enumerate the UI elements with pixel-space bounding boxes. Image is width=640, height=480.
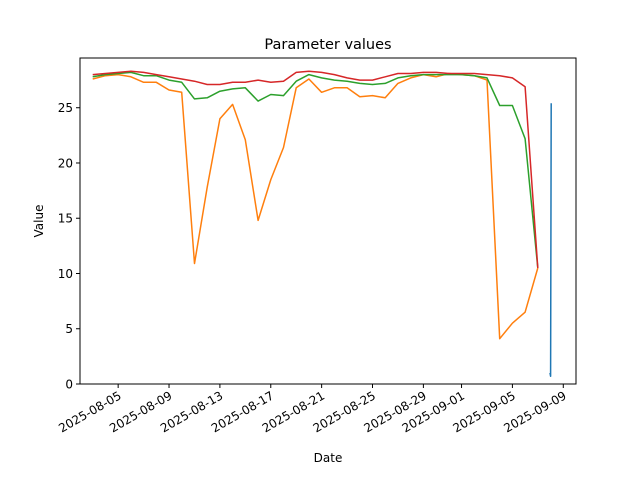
y-axis-label: Value: [32, 205, 46, 238]
y-tick-label: 5: [65, 322, 73, 336]
series-line-1: [549, 103, 552, 378]
series-line-3: [92, 71, 539, 269]
plot-frame: [79, 57, 577, 385]
series-layer: [92, 70, 552, 378]
chart-title: Parameter values: [264, 37, 391, 53]
y-tick-label: 20: [58, 157, 73, 171]
x-axis-label: Date: [314, 451, 343, 465]
y-axis: 0 5 10 15 20 25: [58, 101, 80, 392]
y-tick-label: 0: [65, 378, 73, 392]
y-tick-label: 25: [58, 101, 73, 115]
y-tick-label: 15: [58, 212, 73, 226]
series-line-4: [92, 70, 539, 269]
y-tick-label: 10: [58, 267, 73, 281]
